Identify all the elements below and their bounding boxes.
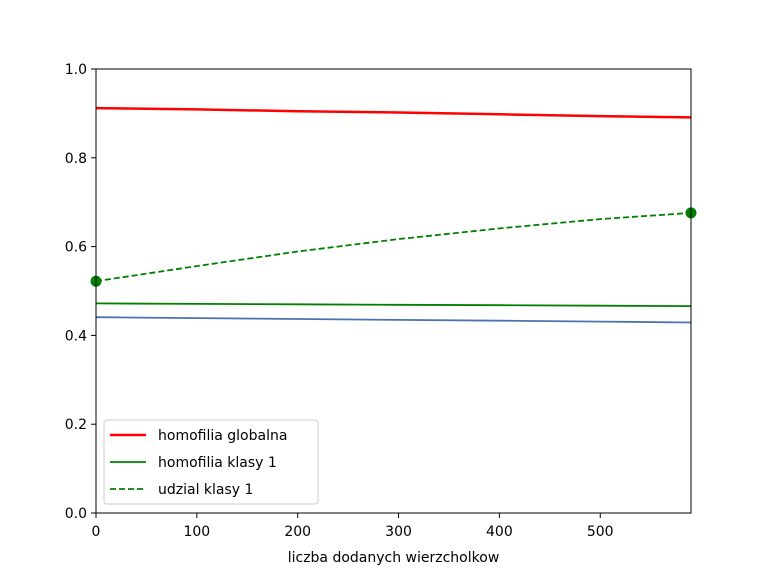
legend-box — [103, 419, 319, 505]
legend: homofilia globalna homofilia klasy 1 udzia… — [103, 419, 319, 505]
y-tick-label: 1.0 — [65, 62, 87, 78]
x-tick-label: 0 — [92, 524, 101, 540]
series-line-2 — [95, 302, 692, 307]
y-tick-label: 0.0 — [65, 506, 87, 522]
y-tick-label: 0.2 — [65, 417, 87, 433]
series-line-4 — [95, 316, 692, 324]
series-layer — [90, 106, 697, 324]
y-tick-label: 0.8 — [65, 151, 87, 167]
series-line-3 — [95, 212, 692, 283]
x-tick-label: 300 — [385, 524, 412, 540]
legend-label: udzial klasy 1 — [158, 482, 253, 498]
x-axis-label: liczba dodanych wierzcholkow — [288, 550, 500, 566]
x-tick-label: 200 — [284, 524, 311, 540]
x-tick-label: 400 — [486, 524, 513, 540]
series-line-1 — [95, 106, 692, 119]
legend-label: homofilia klasy 1 — [158, 455, 277, 471]
y-tick-label: 0.4 — [65, 328, 87, 344]
x-tick-label: 100 — [183, 524, 210, 540]
y-tick-label: 0.6 — [65, 240, 87, 256]
legend-label: homofilia globalna — [158, 428, 287, 444]
x-tick-label: 500 — [587, 524, 614, 540]
x-axis-ticks: 0 100 200 300 400 500 — [92, 513, 614, 540]
y-axis-ticks: 0.0 0.2 0.4 0.6 0.8 1.0 — [65, 62, 96, 522]
plot-frame — [95, 68, 692, 514]
